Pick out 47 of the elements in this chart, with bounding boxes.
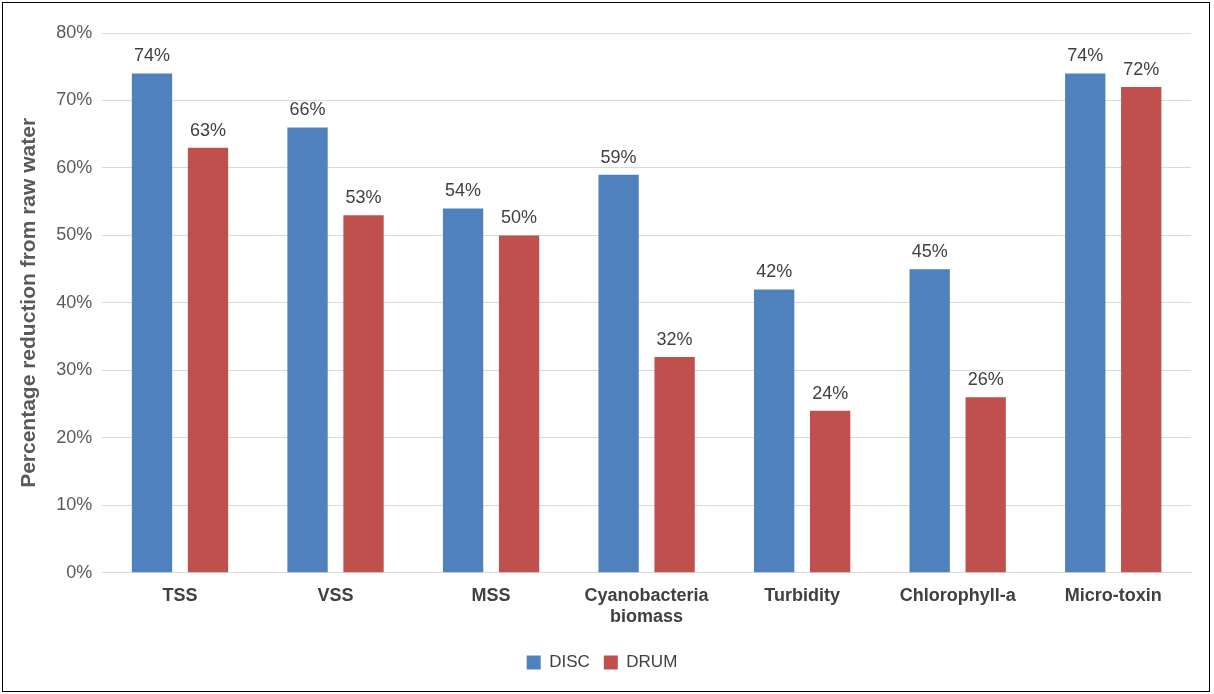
data-label: 32% bbox=[656, 328, 693, 349]
y-tick-label: 30% bbox=[56, 359, 93, 380]
data-label: 54% bbox=[445, 180, 482, 201]
data-label: 59% bbox=[600, 146, 637, 167]
y-tick-label: 60% bbox=[56, 156, 93, 177]
legend-label: DRUM bbox=[626, 652, 678, 672]
data-label: 63% bbox=[189, 119, 227, 140]
bar bbox=[343, 215, 384, 573]
data-label: 66% bbox=[289, 99, 326, 120]
data-label: 24% bbox=[812, 382, 849, 403]
bar bbox=[131, 73, 173, 573]
data-label: 42% bbox=[756, 261, 793, 282]
x-tick-label: MSS bbox=[471, 584, 511, 605]
x-tick-label: Cyanobacteria biomass bbox=[584, 584, 710, 627]
y-axis-title: Percentage reduction from raw water bbox=[16, 117, 40, 488]
y-tick-label: 10% bbox=[56, 494, 93, 515]
bar bbox=[754, 289, 795, 573]
bar bbox=[654, 356, 695, 573]
data-label: 26% bbox=[967, 369, 1004, 390]
x-tick-label: Micro-toxin bbox=[1064, 584, 1162, 605]
y-tick-label: 50% bbox=[56, 224, 93, 245]
bar bbox=[498, 235, 540, 573]
bar bbox=[909, 269, 950, 573]
legend-label: DISC bbox=[549, 652, 590, 672]
bar bbox=[442, 208, 484, 573]
y-tick-label: 70% bbox=[56, 89, 93, 110]
y-tick-label: 80% bbox=[56, 21, 93, 42]
bar bbox=[1121, 86, 1162, 573]
data-label: 45% bbox=[911, 241, 948, 262]
data-label: 72% bbox=[1123, 58, 1160, 79]
data-label: 74% bbox=[133, 45, 171, 66]
y-tick-label: 40% bbox=[56, 291, 93, 312]
y-tick-label: 0% bbox=[66, 561, 93, 582]
x-tick-label: Chlorophyll-a bbox=[899, 584, 1017, 605]
data-label: 53% bbox=[345, 187, 382, 208]
bar bbox=[287, 127, 328, 573]
x-tick-label: Turbidity bbox=[764, 584, 840, 605]
bar bbox=[187, 147, 229, 573]
bar bbox=[809, 410, 851, 573]
bar bbox=[1065, 73, 1106, 573]
data-label: 50% bbox=[501, 207, 538, 228]
y-tick-label: 20% bbox=[56, 426, 93, 447]
bar bbox=[598, 174, 639, 573]
x-tick-label: VSS bbox=[317, 584, 354, 605]
bar bbox=[965, 397, 1006, 573]
data-label: 74% bbox=[1067, 45, 1104, 66]
x-tick-label: TSS bbox=[162, 584, 198, 605]
